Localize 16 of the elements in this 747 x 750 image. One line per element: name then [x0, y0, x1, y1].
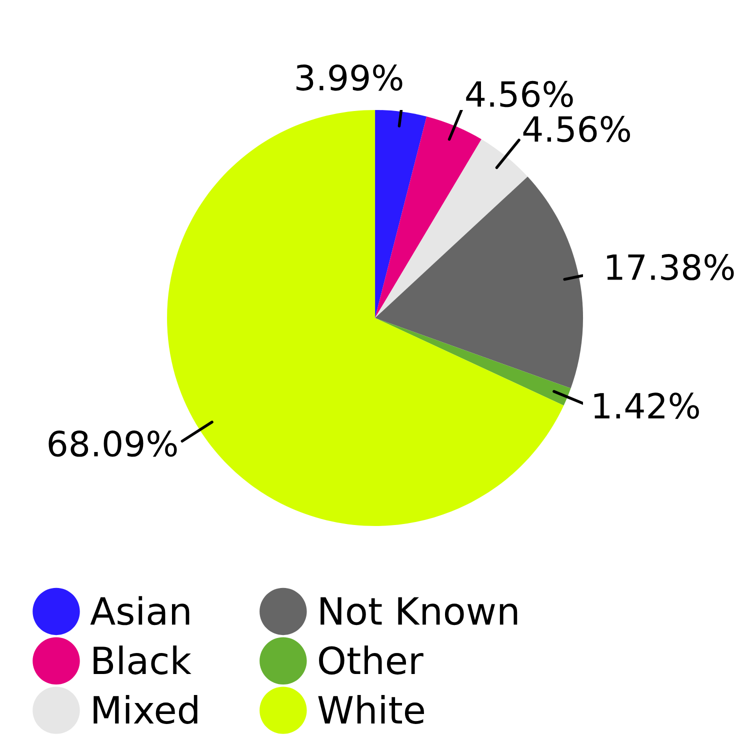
legend-label: Mixed: [94, 694, 198, 724]
pie-slice: [375, 176, 583, 388]
legend-label: Asian: [90, 596, 190, 626]
pie-slice: [375, 110, 427, 318]
data-label: 17.38%: [607, 254, 734, 280]
data-label: 68.09%: [48, 430, 177, 457]
pie-slice: [375, 318, 571, 406]
data-label: 4.56%: [523, 116, 630, 142]
legend-label: White: [318, 694, 424, 724]
data-label: 4.56%: [466, 80, 573, 108]
legend-label: Other: [319, 646, 424, 675]
data-label: 1.42%: [594, 392, 699, 419]
legend-label: Not Known: [320, 597, 518, 626]
data-label: 3.99%: [296, 64, 402, 91]
pie-slice: [375, 116, 482, 318]
legend-label: Black: [94, 646, 192, 675]
